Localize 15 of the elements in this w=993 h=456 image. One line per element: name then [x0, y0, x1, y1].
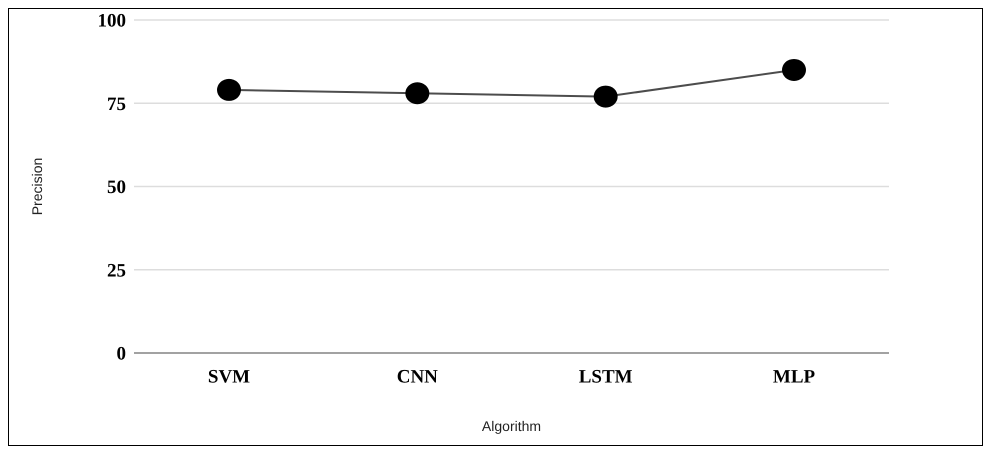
point [594, 86, 618, 108]
y-tick-label: 25 [107, 260, 126, 282]
point [217, 78, 241, 101]
x-tick-label: LSTM [578, 366, 633, 388]
x-tick-label: SVM [208, 366, 250, 388]
point [782, 58, 806, 81]
x-tick-label: MLP [772, 366, 816, 388]
point [405, 82, 430, 104]
y-tick-label: 100 [98, 10, 126, 32]
y-axis-title: Precision [28, 158, 45, 216]
y-tick-label: 0 [116, 344, 126, 365]
x-tick-label: CNN [396, 366, 438, 388]
y-tick-label: 50 [107, 177, 126, 198]
y-tick-label: 75 [107, 94, 126, 115]
x-axis-title: Algorithm [482, 418, 542, 434]
